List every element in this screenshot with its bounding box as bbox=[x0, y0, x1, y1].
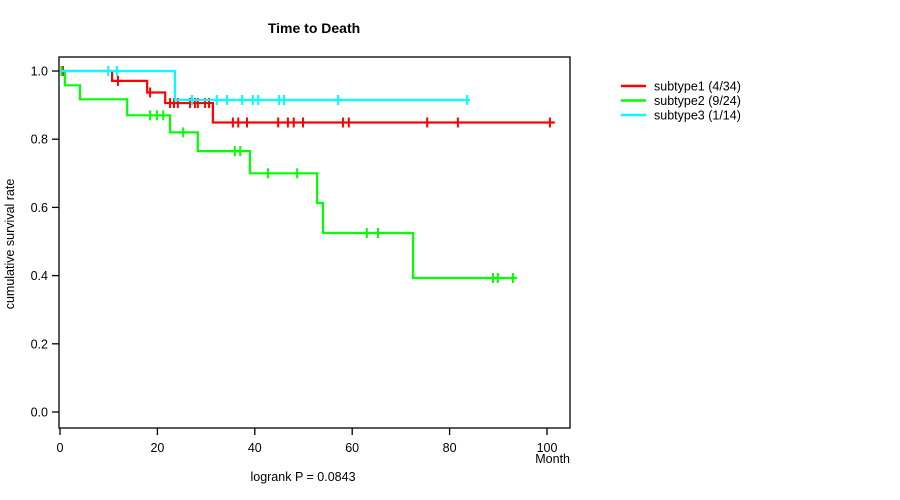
censor-ticks-curve-3 bbox=[107, 66, 469, 105]
legend-label: subtype1 (4/34) bbox=[654, 80, 741, 94]
x-axis-title: Month bbox=[535, 452, 570, 466]
y-tick-label-0.8: 0.8 bbox=[31, 133, 48, 147]
survival-curve-1 bbox=[60, 69, 555, 124]
x-tick-label-60: 60 bbox=[345, 441, 359, 455]
x-tick-label-0: 0 bbox=[57, 441, 64, 455]
survival-curves bbox=[60, 66, 555, 283]
y-tick-label-1.0: 1.0 bbox=[31, 65, 48, 79]
legend-item-2: subtype2 (9/24) bbox=[621, 94, 741, 108]
legend-item-1: subtype1 (4/34) bbox=[621, 80, 741, 94]
survival-curve-3 bbox=[60, 69, 471, 102]
y-tick-label-0.0: 0.0 bbox=[31, 406, 48, 420]
y-tick-label-0.6: 0.6 bbox=[31, 201, 48, 215]
x-tick-label-20: 20 bbox=[150, 441, 164, 455]
legend-item-3: subtype3 (1/14) bbox=[621, 109, 741, 123]
chart-title: Time to Death bbox=[268, 20, 360, 36]
plot-box bbox=[58, 56, 571, 429]
legend-label: subtype3 (1/14) bbox=[654, 109, 741, 123]
x-tick-label-40: 40 bbox=[248, 441, 262, 455]
legend: subtype1 (4/34)subtype2 (9/24)subtype3 (… bbox=[621, 80, 741, 123]
censor-ticks-curve-2 bbox=[60, 66, 514, 283]
survival-curve-2 bbox=[60, 69, 517, 280]
y-axis-ticks: 0.0 0.2 0.4 0.6 0.8 1.0 bbox=[31, 65, 59, 420]
y-axis-title: cumulative survival rate bbox=[3, 179, 17, 310]
logrank-footnote: logrank P = 0.0843 bbox=[250, 470, 355, 484]
x-tick-label-80: 80 bbox=[443, 441, 457, 455]
legend-label: subtype2 (9/24) bbox=[654, 94, 741, 108]
y-tick-label-0.4: 0.4 bbox=[31, 269, 48, 283]
x-axis-ticks: 0 20 40 60 80 100 bbox=[57, 428, 558, 455]
x-tick-label-100: 100 bbox=[537, 441, 558, 455]
censor-ticks-curve-1 bbox=[61, 66, 551, 128]
y-tick-label-0.2: 0.2 bbox=[31, 337, 48, 351]
